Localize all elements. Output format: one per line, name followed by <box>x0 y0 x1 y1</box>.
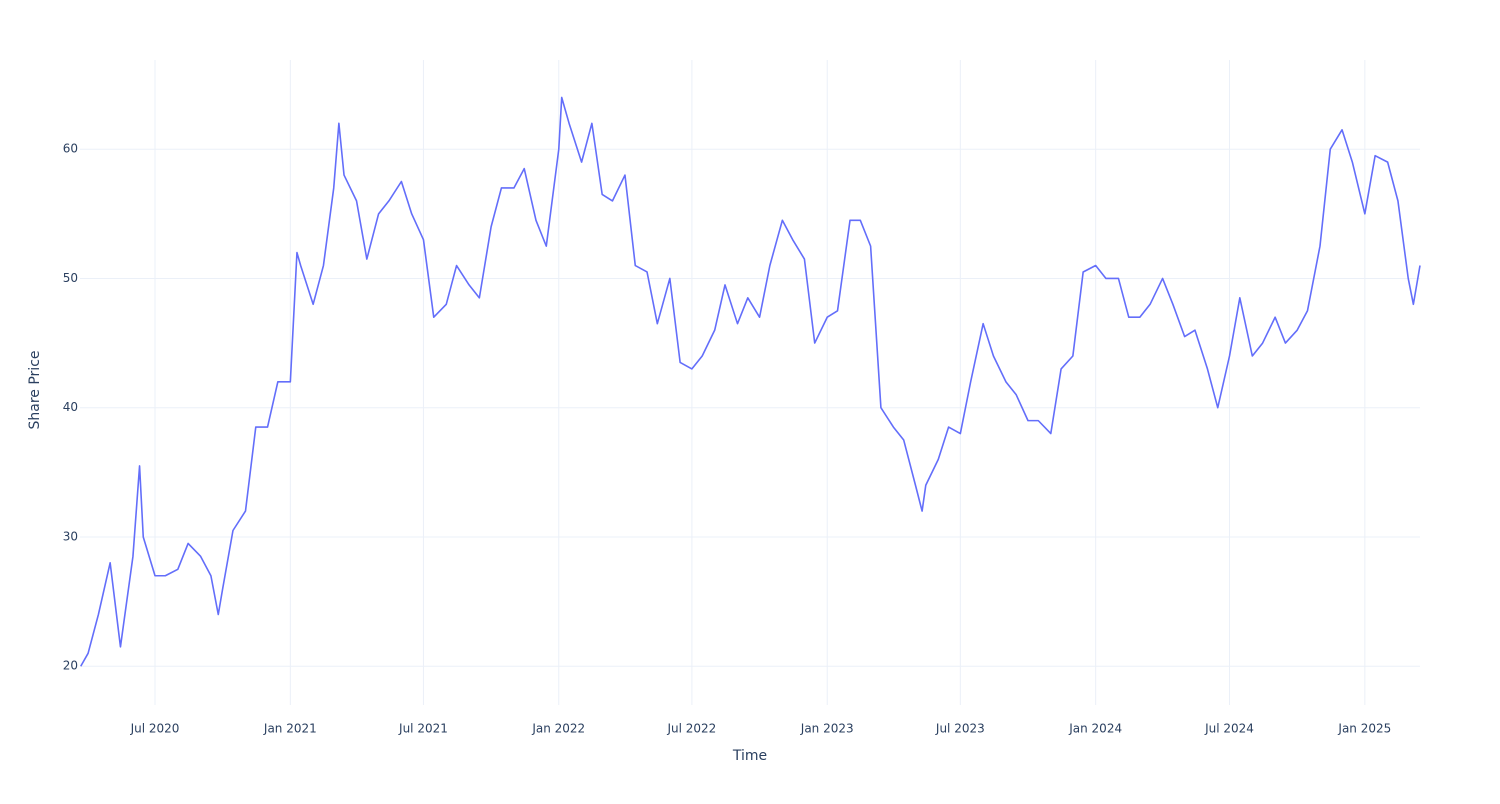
y-tick-label: 30 <box>63 529 78 543</box>
y-axis-title: Share Price <box>27 350 43 429</box>
x-tick-label: Jul 2020 <box>130 722 180 736</box>
y-tick-label: 60 <box>63 142 78 156</box>
price-line <box>80 96 1421 667</box>
x-tick-label: Jan 2021 <box>263 722 317 736</box>
x-tick-label: Jan 2023 <box>800 722 854 736</box>
y-tick-label: 50 <box>63 271 78 285</box>
x-tick-label: Jul 2023 <box>935 722 985 736</box>
y-tick-label: 20 <box>63 659 78 673</box>
x-tick-label: Jul 2024 <box>1204 722 1254 736</box>
x-tick-label: Jan 2022 <box>531 722 585 736</box>
x-tick-label: Jan 2025 <box>1337 722 1391 736</box>
x-tick-label: Jan 2024 <box>1068 722 1122 736</box>
y-tick-label: 40 <box>63 400 78 414</box>
x-axis-title: Time <box>732 748 767 764</box>
x-tick-label: Jul 2022 <box>666 722 716 736</box>
x-tick-label: Jul 2021 <box>398 722 448 736</box>
